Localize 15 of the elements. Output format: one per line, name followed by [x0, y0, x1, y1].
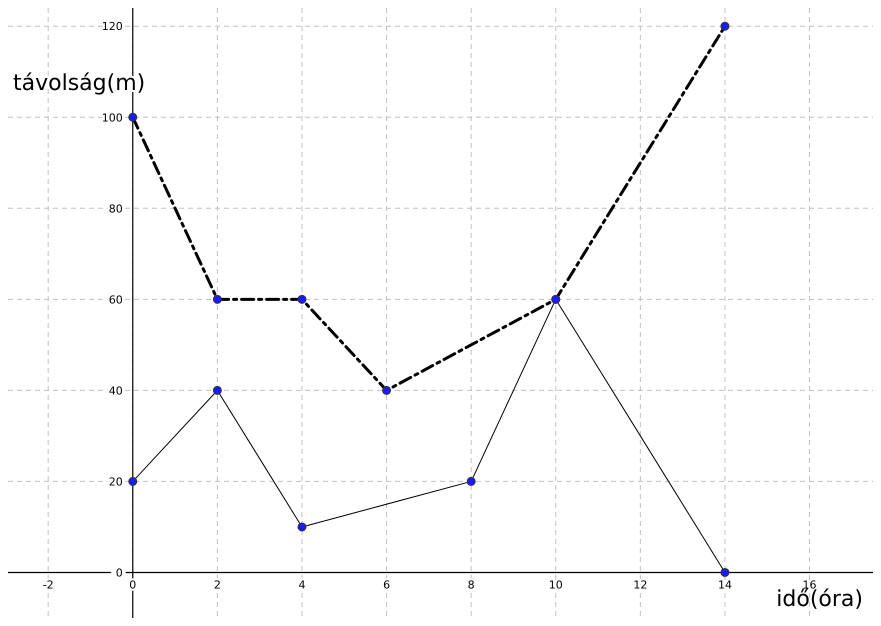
x-tick-label: -2 — [42, 578, 54, 592]
y-tick-label: 20 — [108, 475, 123, 488]
y-tick-label: 40 — [108, 384, 123, 398]
y-tick-label: 120 — [102, 20, 123, 34]
x-tick-label: 6 — [383, 578, 390, 592]
y-tick-label: 0 — [116, 566, 123, 580]
x-tick-label: 12 — [633, 578, 648, 592]
y-tick-label: 100 — [102, 111, 123, 124]
y-tick-label: 60 — [108, 293, 123, 306]
x-tick-label: 14 — [718, 578, 732, 592]
x-tick-label: 2 — [214, 578, 221, 592]
x-tick-label: 8 — [468, 578, 475, 592]
x-tick-label: 10 — [548, 578, 563, 592]
y-tick-label: 80 — [108, 202, 123, 216]
x-tick-label: 4 — [298, 578, 306, 592]
